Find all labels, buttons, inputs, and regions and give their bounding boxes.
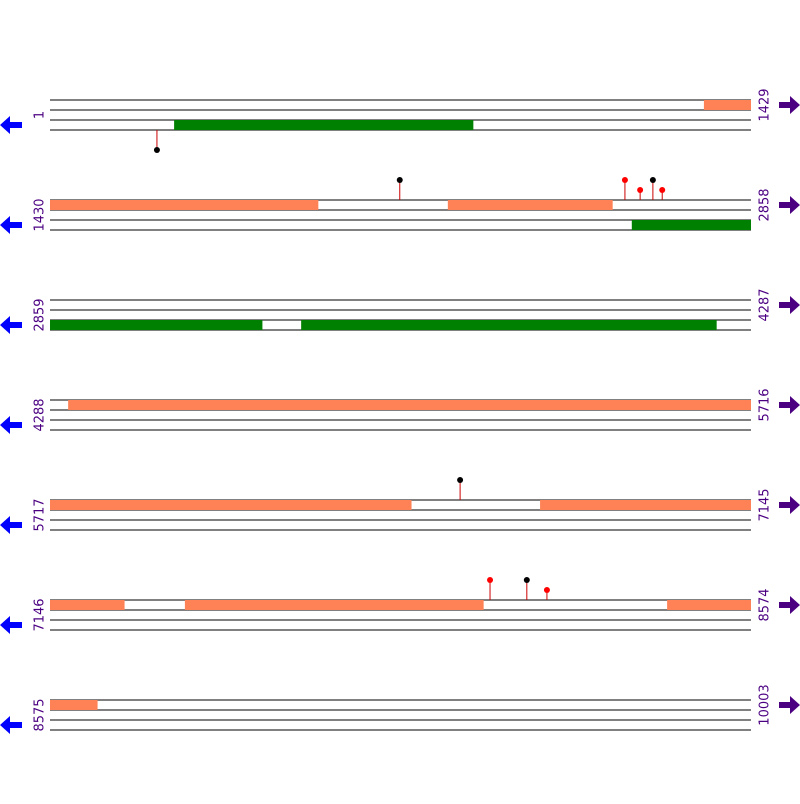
site [487,577,494,600]
row-start: 1 [33,111,48,119]
row-start: 1430 [33,198,48,231]
site [153,130,160,153]
site [457,477,464,500]
row-end: 5716 [758,388,773,421]
site [621,177,628,200]
forward-arrow [779,396,800,414]
site-head [637,187,644,193]
feature [50,700,98,710]
row-start: 5717 [33,498,48,531]
site-head [649,177,656,183]
feature [540,500,751,510]
site-head [523,577,530,583]
reverse-arrow [0,716,22,734]
feature [447,200,613,210]
feature [184,600,484,610]
forward-arrow [779,496,800,514]
row-end: 2858 [758,188,773,221]
site [543,587,550,600]
feature [174,120,474,130]
feature [301,320,717,330]
site [523,577,530,600]
feature [50,200,319,210]
row-end: 7145 [758,488,773,521]
row-end: 8574 [758,588,773,621]
feature [50,600,125,610]
reverse-arrow [0,316,22,334]
site-head [487,577,494,583]
forward-arrow [779,96,800,114]
reverse-arrow [0,216,22,234]
row-start: 4288 [33,398,48,431]
site-head [621,177,628,183]
row-start: 7146 [33,598,48,631]
site-head [153,147,160,153]
row-start: 8575 [33,698,48,731]
row-end: 10003 [758,684,773,725]
site-head [396,177,403,183]
reverse-arrow [0,516,22,534]
forward-arrow [779,596,800,614]
site [637,187,644,200]
feature [50,320,263,330]
feature [50,500,412,510]
reverse-arrow [0,116,22,134]
site-head [659,187,666,193]
feature [667,600,751,610]
site-head [457,477,464,483]
site [659,187,666,200]
reverse-arrow [0,616,22,634]
feature [631,220,751,230]
feature [703,100,751,110]
row-end: 4287 [758,288,773,321]
forward-arrow [779,696,800,714]
forward-arrow [779,296,800,314]
feature [68,400,751,410]
site [396,177,403,200]
site [649,177,656,200]
forward-arrow [779,196,800,214]
reverse-arrow [0,416,22,434]
site-head [543,587,550,593]
row-end: 1429 [758,88,773,121]
row-start: 2859 [33,298,48,331]
